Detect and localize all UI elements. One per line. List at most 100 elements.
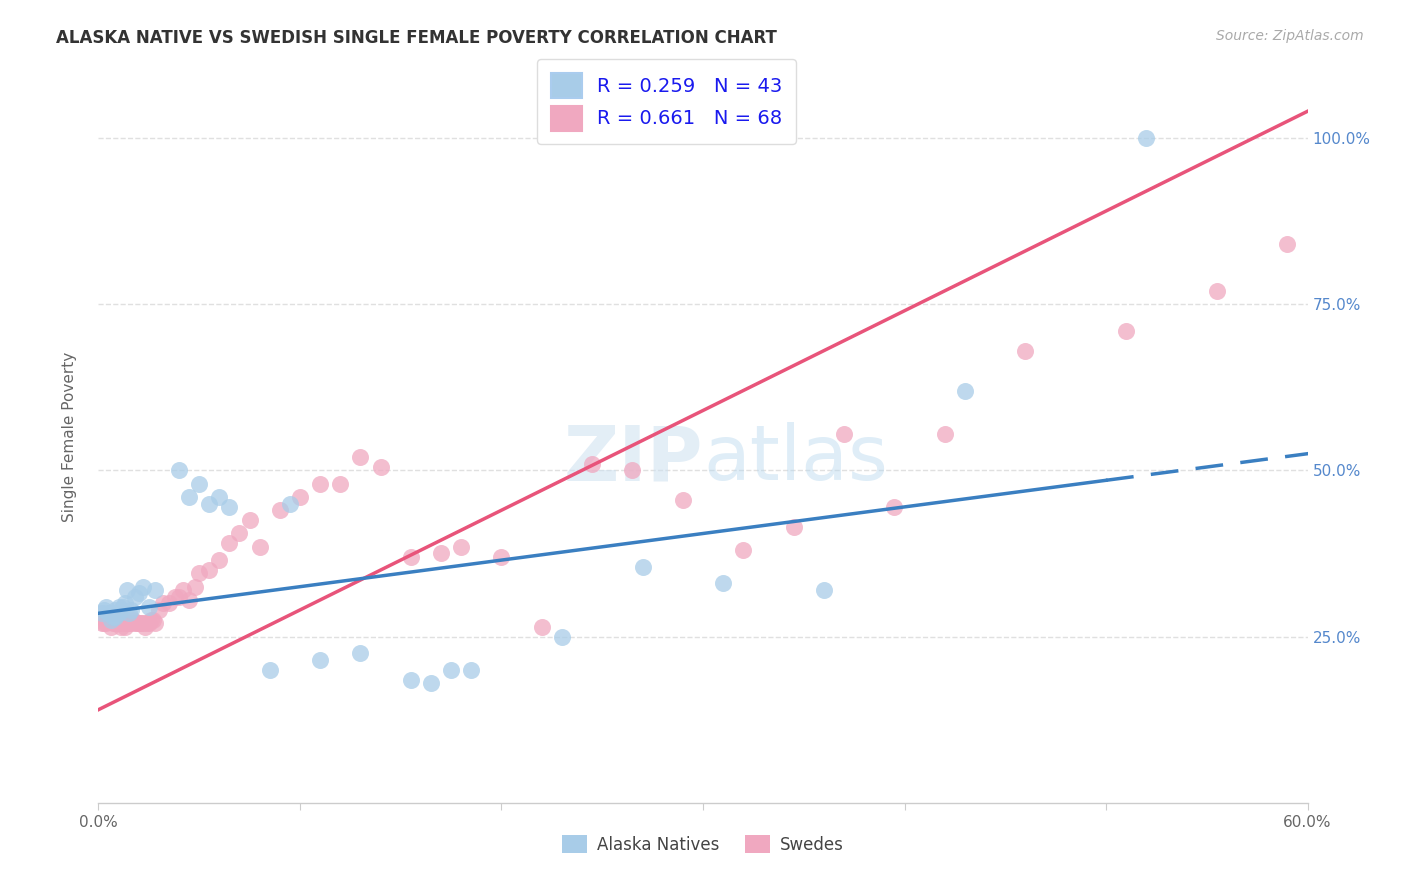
- Point: [111, 599, 134, 614]
- Point: [491, 549, 513, 564]
- Point: [259, 663, 281, 677]
- Point: [125, 616, 148, 631]
- Point: [420, 676, 443, 690]
- Point: [96, 616, 118, 631]
- Point: [1014, 343, 1036, 358]
- Point: [107, 599, 129, 614]
- Point: [114, 619, 136, 633]
- Point: [269, 503, 291, 517]
- Point: [1206, 284, 1229, 298]
- Point: [157, 596, 180, 610]
- Point: [138, 599, 160, 614]
- Point: [139, 613, 162, 627]
- Point: [115, 582, 138, 597]
- Point: [179, 490, 201, 504]
- Point: [101, 613, 124, 627]
- Point: [832, 426, 855, 441]
- Point: [107, 616, 129, 631]
- Point: [349, 646, 371, 660]
- Point: [103, 609, 125, 624]
- Point: [124, 616, 146, 631]
- Point: [349, 450, 371, 464]
- Point: [111, 613, 134, 627]
- Point: [143, 582, 166, 597]
- Point: [228, 526, 250, 541]
- Point: [120, 603, 142, 617]
- Text: ZIP: ZIP: [564, 422, 703, 496]
- Point: [218, 536, 240, 550]
- Point: [103, 603, 125, 617]
- Point: [399, 549, 422, 564]
- Point: [934, 426, 956, 441]
- Point: [105, 607, 128, 621]
- Point: [107, 607, 129, 621]
- Point: [152, 596, 174, 610]
- Point: [134, 619, 156, 633]
- Point: [239, 513, 262, 527]
- Point: [813, 582, 835, 597]
- Point: [198, 563, 221, 577]
- Point: [249, 540, 271, 554]
- Point: [128, 586, 150, 600]
- Point: [208, 553, 231, 567]
- Point: [188, 476, 211, 491]
- Point: [309, 476, 332, 491]
- Point: [370, 460, 392, 475]
- Point: [621, 463, 644, 477]
- Point: [107, 613, 129, 627]
- Point: [100, 613, 122, 627]
- Point: [218, 500, 240, 514]
- Point: [783, 520, 806, 534]
- Point: [91, 616, 114, 631]
- Point: [167, 590, 190, 604]
- Point: [115, 616, 138, 631]
- Point: [97, 607, 120, 621]
- Point: [110, 603, 132, 617]
- Point: [631, 559, 654, 574]
- Point: [97, 613, 120, 627]
- Point: [278, 497, 301, 511]
- Point: [399, 673, 422, 687]
- Point: [100, 607, 122, 621]
- Point: [198, 497, 221, 511]
- Point: [100, 619, 122, 633]
- Point: [96, 599, 118, 614]
- Text: ALASKA NATIVE VS SWEDISH SINGLE FEMALE POVERTY CORRELATION CHART: ALASKA NATIVE VS SWEDISH SINGLE FEMALE P…: [56, 29, 778, 46]
- Point: [450, 540, 472, 554]
- Point: [110, 619, 132, 633]
- Point: [132, 580, 155, 594]
- Point: [733, 543, 755, 558]
- Point: [121, 613, 143, 627]
- Point: [142, 613, 165, 627]
- Point: [172, 582, 194, 597]
- Point: [309, 653, 332, 667]
- Point: [551, 630, 574, 644]
- Point: [93, 603, 115, 617]
- Point: [953, 384, 976, 398]
- Point: [711, 576, 734, 591]
- Point: [288, 490, 311, 504]
- Point: [91, 607, 114, 621]
- Point: [1115, 324, 1137, 338]
- Point: [179, 593, 201, 607]
- Text: atlas: atlas: [703, 422, 887, 496]
- Point: [329, 476, 352, 491]
- Point: [163, 590, 186, 604]
- Text: Source: ZipAtlas.com: Source: ZipAtlas.com: [1216, 29, 1364, 43]
- Point: [672, 493, 695, 508]
- Point: [167, 463, 190, 477]
- Point: [143, 616, 166, 631]
- Point: [124, 590, 146, 604]
- Point: [118, 616, 141, 631]
- Point: [148, 603, 170, 617]
- Point: [103, 616, 125, 631]
- Point: [93, 616, 115, 631]
- Point: [120, 616, 142, 631]
- Point: [188, 566, 211, 581]
- Point: [118, 607, 141, 621]
- Point: [132, 616, 155, 631]
- Y-axis label: Single Female Poverty: Single Female Poverty: [62, 352, 77, 522]
- Point: [883, 500, 905, 514]
- Point: [1277, 237, 1299, 252]
- Point: [430, 546, 453, 560]
